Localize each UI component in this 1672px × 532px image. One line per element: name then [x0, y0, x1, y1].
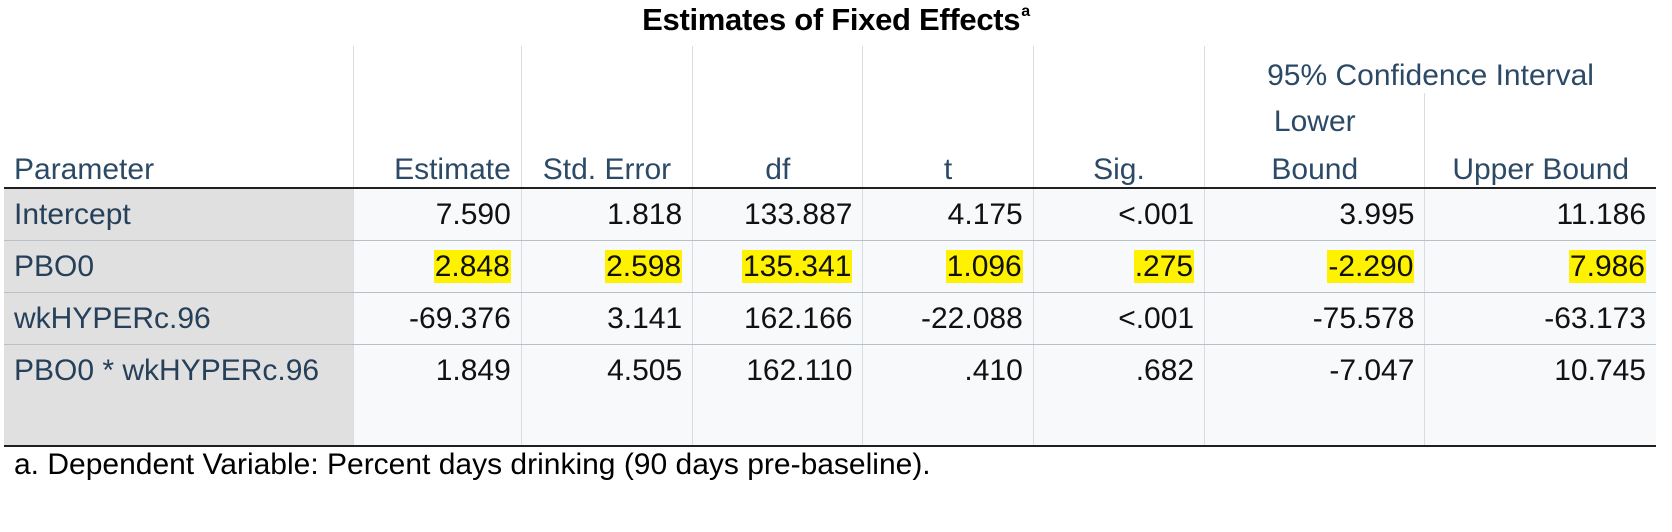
sig-cell: .682 — [1033, 345, 1204, 398]
df-cell: 133.887 — [693, 188, 863, 241]
table-row-highlighted: PBO0 2.848 2.598 135.341 1.096 .275 -2.2… — [4, 241, 1656, 293]
highlighted-value: 2.848 — [434, 250, 511, 283]
upper-bound-cell: 11.186 — [1425, 188, 1656, 241]
std-error-header: Std. Error — [521, 139, 692, 188]
ci-group-header: 95% Confidence Interval — [1205, 46, 1656, 93]
title-text: Estimates of Fixed Effects — [642, 2, 1020, 37]
std-error-cell: 2.598 — [521, 241, 692, 293]
sig-header: Sig. — [1033, 139, 1204, 188]
fixed-effects-table: 95% Confidence Interval Lower Parameter … — [4, 46, 1656, 447]
estimate-cell: 2.848 — [353, 241, 521, 293]
std-error-cell: 4.505 — [521, 345, 692, 398]
t-cell: 1.096 — [863, 241, 1033, 293]
lower-bound-cell: -75.578 — [1205, 293, 1425, 345]
highlighted-value: .275 — [1134, 250, 1194, 283]
estimate-cell: 1.849 — [353, 345, 521, 398]
t-header: t — [863, 139, 1033, 188]
parameter-cell: wkHYPERc.96 — [4, 293, 353, 345]
lower-bound-cell: -2.290 — [1205, 241, 1425, 293]
sig-cell: <.001 — [1033, 293, 1204, 345]
t-cell: 4.175 — [863, 188, 1033, 241]
t-cell: .410 — [863, 345, 1033, 398]
estimate-header: Estimate — [353, 139, 521, 188]
std-error-cell: 3.141 — [521, 293, 692, 345]
highlighted-value: 2.598 — [605, 250, 682, 283]
lower-bound-header-line2: Bound — [1205, 139, 1425, 188]
df-cell: 135.341 — [693, 241, 863, 293]
parameter-header: Parameter — [4, 139, 353, 188]
table-footnote: a. Dependent Variable: Percent days drin… — [14, 448, 931, 482]
sig-cell: <.001 — [1033, 188, 1204, 241]
highlighted-value: -2.290 — [1327, 250, 1414, 283]
upper-bound-cell: 7.986 — [1425, 241, 1656, 293]
highlighted-value: 1.096 — [946, 250, 1023, 283]
sig-cell: .275 — [1033, 241, 1204, 293]
title-superscript: a — [1021, 3, 1030, 20]
lower-bound-header-line1: Lower — [1205, 93, 1425, 139]
upper-bound-cell: -63.173 — [1425, 293, 1656, 345]
upper-bound-header: Upper Bound — [1425, 139, 1656, 188]
table-row: Intercept 7.590 1.818 133.887 4.175 <.00… — [4, 188, 1656, 241]
lower-bound-cell: -7.047 — [1205, 345, 1425, 398]
highlighted-value: 135.341 — [742, 250, 852, 283]
highlighted-value: 7.986 — [1569, 250, 1646, 283]
parameter-cell: PBO0 — [4, 241, 353, 293]
std-error-cell: 1.818 — [521, 188, 692, 241]
table-bottom-spacer — [4, 397, 1656, 446]
lower-bound-cell: 3.995 — [1205, 188, 1425, 241]
parameter-cell: Intercept — [4, 188, 353, 241]
parameter-cell: PBO0 * wkHYPERc.96 — [4, 345, 353, 398]
df-header: df — [693, 139, 863, 188]
df-cell: 162.166 — [693, 293, 863, 345]
estimate-cell: 7.590 — [353, 188, 521, 241]
table-title: Estimates of Fixed Effectsa — [0, 2, 1672, 38]
estimate-cell: -69.376 — [353, 293, 521, 345]
upper-bound-cell: 10.745 — [1425, 345, 1656, 398]
df-cell: 162.110 — [693, 345, 863, 398]
table-row: PBO0 * wkHYPERc.96 1.849 4.505 162.110 .… — [4, 345, 1656, 398]
table-row: wkHYPERc.96 -69.376 3.141 162.166 -22.08… — [4, 293, 1656, 345]
t-cell: -22.088 — [863, 293, 1033, 345]
